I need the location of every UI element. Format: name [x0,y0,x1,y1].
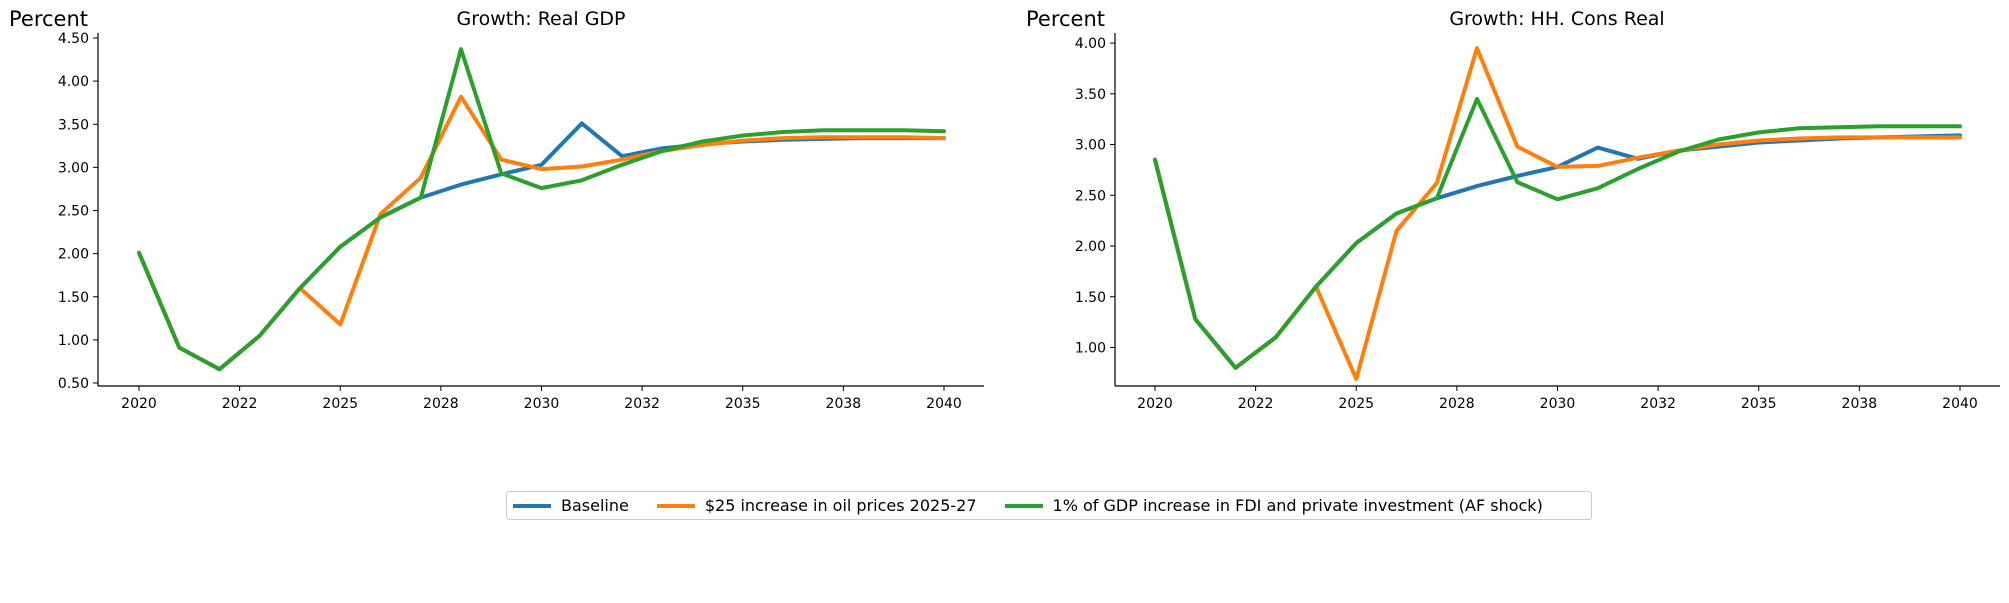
y-tick-label-hh-cons-4: 3.00 [1075,138,1106,154]
series-line-gdp-baseline [137,121,946,372]
x-tick-label-gdp-8: 2040 [926,396,962,412]
y-tick-label-hh-cons-2: 2.00 [1075,239,1106,255]
y-tick-label-gdp-7: 4.00 [58,74,89,90]
y-axis-label-gdp: Percent [9,7,88,31]
series-line-hh-cons-baseline [1153,133,1962,370]
y-tick-label-gdp-8: 4.50 [58,31,89,47]
x-tick-label-hh-cons-6: 2035 [1741,396,1777,412]
x-tick-label-hh-cons-0: 2020 [1137,396,1173,412]
x-tick-label-hh-cons-2: 2025 [1338,396,1374,412]
y-tick-label-gdp-4: 2.50 [58,204,89,220]
legend-label-fdi-shock: 1% of GDP increase in FDI and private in… [1052,496,1543,515]
legend-swatch-fdi-shock [1004,503,1043,508]
legend-label-baseline: Baseline [561,496,629,515]
legend-label-oil-shock: $25 increase in oil prices 2025-27 [704,496,977,515]
x-tick-label-gdp-3: 2028 [423,396,459,412]
x-tick-label-gdp-0: 2020 [121,396,157,412]
y-tick-label-gdp-5: 3.00 [58,160,89,176]
y-tick-label-hh-cons-1: 1.50 [1075,290,1106,306]
series-line-hh-cons-oil-shock [1153,46,1962,381]
y-tick-label-hh-cons-3: 2.50 [1075,188,1106,204]
y-tick-label-hh-cons-5: 3.50 [1075,87,1106,103]
x-tick-label-hh-cons-3: 2028 [1439,396,1475,412]
x-tick-label-gdp-1: 2022 [222,396,258,412]
y-tick-label-hh-cons-6: 4.00 [1075,36,1106,52]
y-axis-label-hh-cons: Percent [1026,7,1105,31]
chart-title-hh-cons: Growth: HH. Cons Real [1449,8,1664,30]
x-tick-label-gdp-4: 2030 [524,396,560,412]
y-tick-label-gdp-3: 2.00 [58,247,89,263]
y-tick-label-hh-cons-0: 1.00 [1075,340,1106,356]
legend-item-oil-shock: $25 increase in oil prices 2025-27 [656,496,977,515]
x-tick-label-hh-cons-1: 2022 [1238,396,1274,412]
series-line-gdp-oil-shock [137,94,946,372]
legend: Baseline $25 increase in oil prices 2025… [506,491,1592,520]
legend-swatch-baseline [513,503,551,508]
x-tick-label-hh-cons-4: 2030 [1540,396,1576,412]
legend-swatch-oil-shock [656,503,695,508]
chart-title-gdp: Growth: Real GDP [456,8,625,30]
x-tick-label-hh-cons-7: 2038 [1842,396,1878,412]
x-tick-label-gdp-6: 2035 [725,396,761,412]
x-tick-label-gdp-5: 2032 [624,396,660,412]
legend-item-baseline: Baseline [513,496,629,515]
series-line-gdp-fdi-shock [137,47,946,372]
y-tick-label-gdp-2: 1.50 [58,290,89,306]
x-tick-label-hh-cons-5: 2032 [1640,396,1676,412]
x-tick-label-gdp-7: 2038 [826,396,862,412]
x-tick-label-gdp-2: 2025 [322,396,358,412]
y-tick-label-gdp-1: 1.00 [58,333,89,349]
y-tick-label-gdp-0: 0.50 [58,376,89,392]
legend-item-fdi-shock: 1% of GDP increase in FDI and private in… [1004,496,1543,515]
series-line-hh-cons-fdi-shock [1153,96,1962,370]
x-tick-label-hh-cons-8: 2040 [1942,396,1978,412]
y-tick-label-gdp-6: 3.50 [58,117,89,133]
